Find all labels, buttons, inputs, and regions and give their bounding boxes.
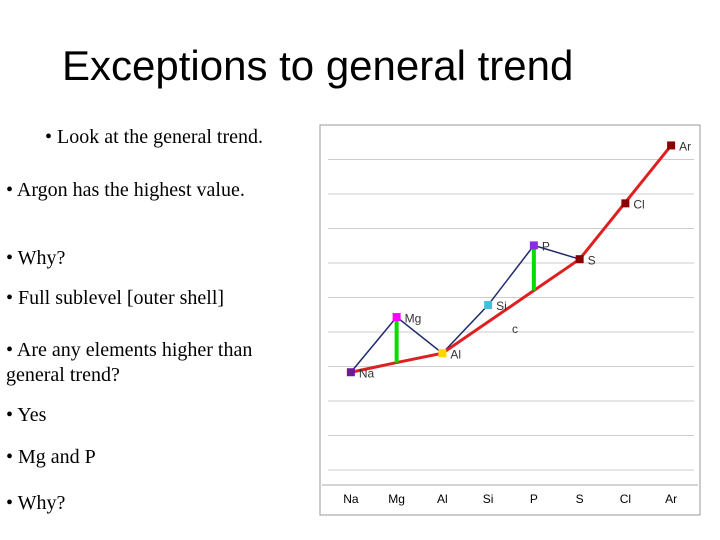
point-marker: [529, 241, 538, 250]
bullet: • Argon has the highest value.: [6, 179, 245, 201]
chart-frame: [319, 124, 701, 516]
point-marker: [667, 141, 676, 150]
slide-title: Exceptions to general trend: [62, 42, 574, 89]
bullet: • Look at the general trend.: [45, 126, 264, 148]
point-label: Mg: [405, 311, 422, 325]
bullet: • Yes: [6, 404, 47, 426]
x-tick-label: S: [576, 492, 584, 506]
bullet: • Mg and P: [6, 446, 96, 468]
x-tick-label: Ar: [665, 492, 677, 506]
point-marker: [392, 313, 401, 322]
x-tick-label: Si: [483, 492, 494, 506]
bullet: • Why?: [6, 492, 66, 514]
x-tick-label: P: [530, 492, 538, 506]
point-label: Cl: [633, 198, 644, 212]
annotation: c: [512, 322, 518, 336]
point-marker: [484, 301, 493, 310]
series-line: [350, 144, 673, 374]
point-label: Al: [450, 347, 461, 361]
point-marker: [346, 368, 355, 377]
point-label: Si: [496, 299, 507, 313]
point-label: S: [588, 253, 596, 267]
point-label: Ar: [679, 140, 691, 154]
point-label: Na: [359, 366, 375, 380]
bullet: • Full sublevel [outer shell]: [6, 287, 225, 309]
bullet: • Why?: [6, 247, 66, 269]
point-marker: [438, 349, 447, 358]
point-label: P: [542, 240, 550, 254]
point-marker: [575, 255, 584, 264]
x-tick-label: Na: [343, 492, 359, 506]
x-tick-label: Cl: [620, 492, 631, 506]
bullet: • Are any elements higher than general t…: [6, 339, 253, 386]
series-line: [350, 144, 672, 373]
x-tick-label: Mg: [388, 492, 405, 506]
point-marker: [621, 199, 630, 208]
x-tick-label: Al: [437, 492, 448, 506]
